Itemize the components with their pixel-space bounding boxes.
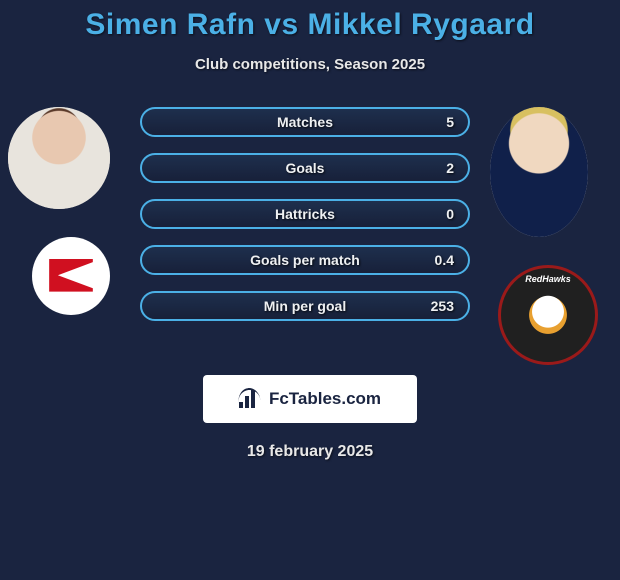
player-right-avatar bbox=[490, 107, 588, 237]
stat-row-goals: Goals 2 bbox=[140, 153, 470, 183]
player-left-avatar bbox=[8, 107, 110, 209]
stat-row-hattricks: Hattricks 0 bbox=[140, 199, 470, 229]
player-left-face-icon bbox=[8, 107, 110, 209]
stat-label: Min per goal bbox=[264, 298, 346, 314]
stats-area: RedHawks Matches 5 Goals 2 Hattricks 0 G… bbox=[0, 107, 620, 357]
stat-right-value: 0 bbox=[446, 206, 454, 222]
club-flag-icon bbox=[32, 237, 110, 315]
player-left-club-badge bbox=[32, 237, 110, 315]
player-right-face-icon bbox=[490, 107, 588, 237]
comparison-card: Simen Rafn vs Mikkel Rygaard Club compet… bbox=[0, 0, 620, 461]
brand-bars-icon bbox=[239, 390, 261, 408]
stat-row-goals-per-match: Goals per match 0.4 bbox=[140, 245, 470, 275]
stat-row-matches: Matches 5 bbox=[140, 107, 470, 137]
club-eagle-icon: RedHawks bbox=[501, 268, 595, 362]
stat-right-value: 2 bbox=[446, 160, 454, 176]
player-right-club-badge: RedHawks bbox=[498, 265, 598, 365]
page-title: Simen Rafn vs Mikkel Rygaard bbox=[0, 8, 620, 42]
stat-row-min-per-goal: Min per goal 253 bbox=[140, 291, 470, 321]
stat-right-value: 0.4 bbox=[435, 252, 454, 268]
club-badge-text: RedHawks bbox=[525, 274, 571, 284]
brand-text: FcTables.com bbox=[269, 389, 381, 409]
stat-label: Goals bbox=[286, 160, 325, 176]
stat-label: Goals per match bbox=[250, 252, 360, 268]
branding-badge[interactable]: FcTables.com bbox=[203, 375, 417, 423]
stat-label: Hattricks bbox=[275, 206, 335, 222]
stat-rows: Matches 5 Goals 2 Hattricks 0 Goals per … bbox=[140, 107, 470, 321]
stat-right-value: 5 bbox=[446, 114, 454, 130]
snapshot-date: 19 february 2025 bbox=[0, 443, 620, 461]
stat-right-value: 253 bbox=[431, 298, 454, 314]
stat-label: Matches bbox=[277, 114, 333, 130]
subtitle: Club competitions, Season 2025 bbox=[0, 56, 620, 73]
